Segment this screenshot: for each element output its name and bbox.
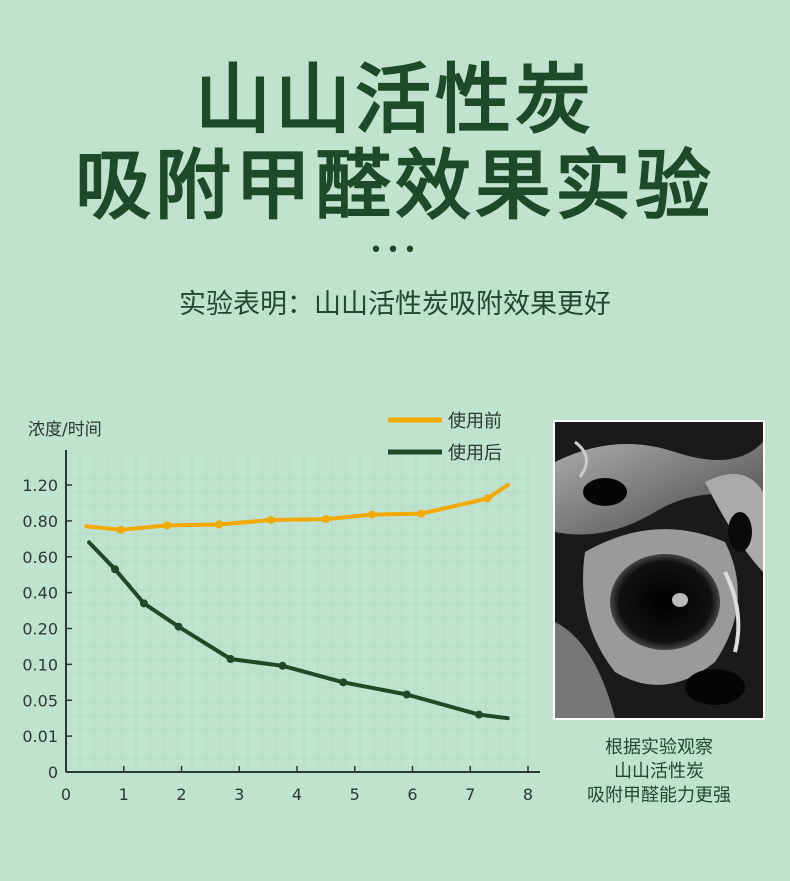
x-tick-label: 7: [465, 785, 475, 804]
y-tick-label: 0.05: [22, 691, 58, 710]
x-tick-label: 2: [176, 785, 186, 804]
series-point-0: [215, 520, 224, 529]
series-point-1: [111, 565, 120, 574]
series-point-1: [474, 710, 483, 719]
activated-carbon-sem-illustration: [555, 422, 763, 718]
series-line-1: [87, 540, 510, 721]
y-tick-label: 0.60: [22, 548, 58, 567]
chart-series: [84, 483, 510, 721]
y-tick-label: 0: [48, 763, 58, 782]
series-point-0: [483, 494, 492, 503]
series-point-0: [321, 515, 330, 524]
series-point-0: [417, 509, 426, 518]
y-tick-label: 0.80: [22, 512, 58, 531]
separator-dots: •••: [369, 238, 421, 263]
series-point-1: [278, 661, 287, 670]
y-tick-label: 0.20: [22, 620, 58, 639]
x-tick-label: 5: [350, 785, 360, 804]
y-tick-label: 0.01: [22, 727, 58, 746]
series-point-1: [174, 622, 183, 631]
chart-axes: [65, 450, 540, 773]
subtitle: 实验表明：山山活性炭吸附效果更好: [179, 289, 611, 320]
x-tick-label: 0: [61, 785, 71, 804]
concentration-chart: 0 1 2 3 4 5 6 7 8 0 0.01 0.05 0.10 0.20 0.40 0.60 0.80 1.…: [22, 411, 540, 804]
chart-grid: [65, 455, 529, 773]
caption-line3: 吸附甲醛能力更强: [587, 785, 731, 806]
x-tick-label: 4: [292, 785, 302, 804]
legend-label-0: 使用前: [448, 411, 502, 432]
series-point-0: [267, 515, 276, 524]
y-axis-label: 浓度/时间: [28, 420, 102, 440]
series-point-0: [116, 525, 125, 534]
page-title-line1: 山山活性炭: [195, 55, 595, 144]
series-point-1: [139, 599, 148, 608]
caption-line1: 根据实验观察: [605, 737, 713, 758]
x-tick-label: 3: [234, 785, 244, 804]
x-tick-label: 1: [119, 785, 129, 804]
x-tick-label: 6: [407, 785, 417, 804]
series-line-0: [84, 483, 510, 532]
y-tick-label: 1.20: [22, 476, 58, 495]
caption-line2: 山山活性炭: [614, 761, 704, 782]
series-point-1: [402, 690, 411, 699]
x-tick-label: 8: [523, 785, 533, 804]
page-title-line2: 吸附甲醛效果实验: [75, 141, 715, 230]
y-tick-label: 0.40: [22, 584, 58, 603]
series-point-1: [339, 678, 348, 687]
series-point-1: [226, 654, 235, 663]
legend-label-1: 使用后: [448, 443, 502, 464]
microscope-image: [553, 420, 765, 720]
chart-ticks: 0 1 2 3 4 5 6 7 8 0 0.01 0.05 0.10 0.20 0.40 0.60 0.80 1.…: [22, 476, 533, 804]
series-point-0: [368, 510, 377, 519]
y-tick-label: 0.10: [22, 655, 58, 674]
series-point-0: [163, 521, 172, 530]
